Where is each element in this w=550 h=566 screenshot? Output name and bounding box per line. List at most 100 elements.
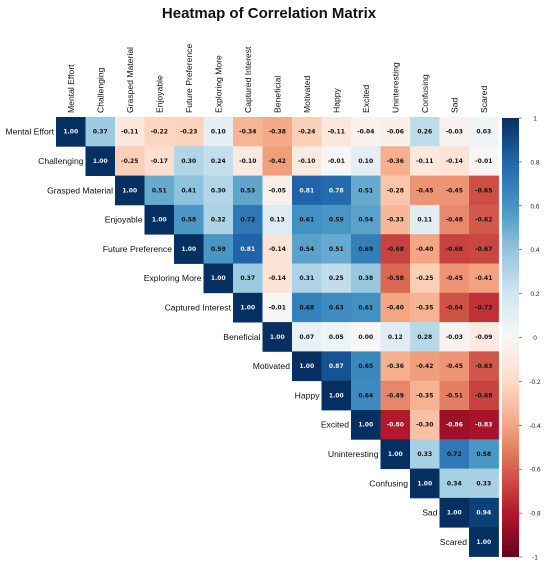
cell-value-label: 0.61 xyxy=(358,304,373,311)
cell-value-label: -0.42 xyxy=(416,363,433,370)
cell-value-label: 0.78 xyxy=(329,187,344,194)
cell-value-label: -0.14 xyxy=(446,158,463,165)
cell-value-label: -0.40 xyxy=(416,246,433,253)
heatmap-cell xyxy=(56,117,86,147)
heatmap-cell xyxy=(203,263,234,294)
column-label: Happy xyxy=(331,87,341,113)
colorbar-tick-label: -0.2 xyxy=(529,379,541,386)
heatmap-cell xyxy=(351,410,381,440)
heatmap-cell xyxy=(469,439,499,469)
row-label: Sad xyxy=(422,508,438,518)
cell-value-label: -0.63 xyxy=(475,363,492,370)
heatmap-cell xyxy=(174,204,204,235)
cell-value-label: 1.00 xyxy=(299,363,314,370)
cell-value-label: 0.03 xyxy=(476,129,491,136)
cell-value-label: -0.06 xyxy=(387,129,404,136)
chart-title: Heatmap of Correlation Matrix xyxy=(162,5,377,22)
heatmap-cell xyxy=(292,351,322,382)
heatmap-cell xyxy=(380,380,411,411)
cell-value-label: -0.68 xyxy=(387,246,404,253)
heatmap-cell xyxy=(439,410,470,440)
heatmap-cell xyxy=(262,175,293,206)
cell-value-label: 0.24 xyxy=(211,158,226,165)
cell-value-label: -0.73 xyxy=(475,304,492,311)
cell-value-label: 1.00 xyxy=(93,158,108,165)
heatmap-cell xyxy=(262,263,293,294)
cell-value-label: 0.37 xyxy=(93,129,108,136)
row-label: Captured Interest xyxy=(165,302,232,312)
cell-value-label: 0.51 xyxy=(152,187,167,194)
cell-value-label: -0.35 xyxy=(416,392,433,399)
heatmap-cells: 1.00 0.37 -0.11 -0.22 -0.23 0.10 -0.34 -0.38 -0.… xyxy=(56,117,499,557)
heatmap-cell xyxy=(292,146,322,176)
cell-value-label: 1.00 xyxy=(122,187,137,194)
heatmap-cell xyxy=(203,234,234,264)
heatmap-cell xyxy=(321,292,352,323)
cell-value-label: 0.51 xyxy=(329,246,344,253)
column-label: Uninteresting xyxy=(390,62,400,113)
heatmap-cell xyxy=(469,351,499,382)
heatmap-cell xyxy=(469,527,499,557)
heatmap-cell xyxy=(85,117,116,147)
heatmap-cell xyxy=(203,146,234,176)
cell-value-label: -0.65 xyxy=(475,187,492,194)
heatmap-cell xyxy=(380,410,411,440)
heatmap-cell xyxy=(351,380,381,411)
heatmap-cell xyxy=(410,380,440,411)
cell-value-label: 1.00 xyxy=(181,246,196,253)
heatmap-cell xyxy=(469,497,499,528)
colorbar-tick-label: -0.6 xyxy=(529,467,541,474)
heatmap-cell xyxy=(233,146,263,176)
row-label: Confusing xyxy=(369,478,408,488)
heatmap-cell xyxy=(439,234,470,264)
cell-value-label: 0.11 xyxy=(417,217,432,224)
heatmap-cell xyxy=(351,322,381,352)
heatmap-cell xyxy=(469,175,499,206)
heatmap-cell xyxy=(174,234,204,264)
heatmap-cell xyxy=(439,263,470,294)
column-label: Captured Interest xyxy=(243,46,253,113)
cell-value-label: 0.54 xyxy=(358,217,373,224)
heatmap-cell xyxy=(203,204,234,235)
heatmap-cell xyxy=(410,322,440,352)
cell-value-label: 0.07 xyxy=(299,334,314,341)
cell-value-label: -0.11 xyxy=(121,129,138,136)
column-label: Challenging xyxy=(95,67,105,113)
column-label: Confusing xyxy=(420,74,430,113)
cell-value-label: 1.00 xyxy=(240,304,255,311)
heatmap-cell xyxy=(380,175,411,206)
cell-value-label: -0.11 xyxy=(328,129,345,136)
heatmap-cell xyxy=(351,146,381,176)
heatmap-cell xyxy=(439,351,470,382)
heatmap-cell xyxy=(321,146,352,176)
heatmap-cell xyxy=(292,204,322,235)
cell-value-label: -0.40 xyxy=(387,304,404,311)
heatmap-cell xyxy=(203,117,234,147)
cell-value-label: 1.00 xyxy=(329,392,344,399)
colorbar: 1 0.8 0.6 0.4 0.2 0 -0.2 -0.4 -0.6 -0.8 -1 xyxy=(502,116,541,562)
cell-value-label: 0.64 xyxy=(358,392,373,399)
cell-value-label: 0.63 xyxy=(329,304,344,311)
cell-value-label: -0.03 xyxy=(446,334,463,341)
cell-value-label: -0.04 xyxy=(357,129,374,136)
cell-value-label: -0.45 xyxy=(446,275,463,282)
cell-value-label: 0.34 xyxy=(447,480,462,487)
heatmap-cell xyxy=(115,146,145,176)
heatmap-cell xyxy=(292,292,322,323)
cell-value-label: -0.33 xyxy=(387,217,404,224)
cell-value-label: 0.68 xyxy=(299,304,314,311)
heatmap-cell xyxy=(380,292,411,323)
heatmap-cell xyxy=(321,380,352,411)
cell-value-label: 0.13 xyxy=(270,217,285,224)
column-label: Motivated xyxy=(302,76,312,113)
row-label: Enjoyable xyxy=(105,215,143,225)
cell-value-label: -0.17 xyxy=(151,158,168,165)
column-label: Excited xyxy=(361,85,371,113)
cell-value-label: 1.00 xyxy=(211,275,226,282)
cell-value-label: -0.42 xyxy=(269,158,286,165)
cell-value-label: 0.10 xyxy=(358,158,373,165)
cell-value-label: 0.10 xyxy=(211,129,226,136)
heatmap-cell xyxy=(174,117,204,147)
heatmap-cell xyxy=(85,146,116,176)
cell-value-label: -0.68 xyxy=(475,392,492,399)
